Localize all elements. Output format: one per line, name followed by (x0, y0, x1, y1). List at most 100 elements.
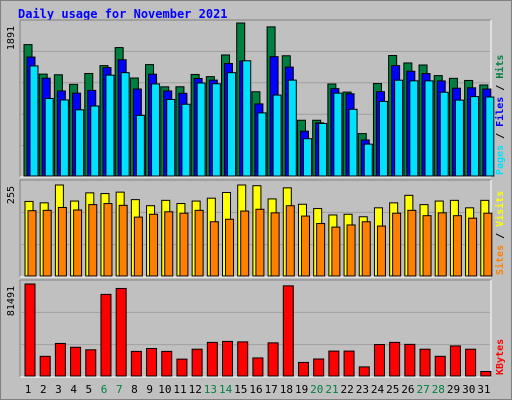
bar-pages (348, 108, 358, 177)
bar-kbytes (54, 342, 66, 377)
label-separator: / (495, 127, 506, 145)
bar-kbytes (85, 349, 97, 377)
bar-pages (409, 80, 419, 177)
bar-sites (27, 210, 37, 277)
bar-pages (287, 79, 297, 177)
bar-kbytes (70, 346, 82, 377)
bar-kbytes (39, 355, 51, 377)
y-axis-label: KBytes (495, 339, 506, 375)
bar-pages (166, 98, 176, 177)
bar-pages (424, 80, 434, 177)
bar-pages (363, 143, 373, 177)
bar-sites (407, 209, 417, 277)
bar-sites (240, 210, 250, 277)
bar-sites (270, 212, 280, 277)
bar-pages (318, 122, 328, 177)
x-tick-label: 21 (325, 383, 338, 396)
x-tick-label: 28 (432, 383, 445, 396)
bar-kbytes (328, 350, 340, 377)
bar-kbytes (297, 361, 309, 377)
x-tick-label: 11 (173, 383, 186, 396)
bar-kbytes (449, 345, 461, 377)
x-tick-label: 29 (447, 383, 460, 396)
bar-pages (196, 82, 206, 177)
bar-kbytes (191, 348, 203, 377)
bar-kbytes (100, 293, 112, 377)
bar-pages (151, 83, 161, 177)
bar-kbytes (176, 358, 188, 377)
bar-sites (300, 215, 310, 277)
bar-kbytes (130, 350, 142, 377)
bar-pages (29, 65, 39, 177)
label-pages: Pages (495, 145, 506, 175)
x-tick-label: 14 (219, 383, 233, 396)
y-max-label: 255 (6, 186, 17, 204)
y-max-label: 81491 (6, 286, 17, 316)
bar-pages (59, 99, 69, 177)
bar-sites (361, 221, 371, 277)
bar-pages (257, 112, 267, 177)
x-tick-label: 5 (86, 383, 93, 396)
bar-kbytes (373, 344, 385, 377)
bar-kbytes (313, 358, 325, 377)
bar-sites (331, 226, 341, 277)
x-tick-label: 1 (25, 383, 32, 396)
x-tick-label: 31 (477, 383, 490, 396)
bar-kbytes (282, 285, 294, 377)
label-kbytes: KBytes (495, 339, 506, 375)
y-axis-label: Sites / Visits (494, 191, 506, 275)
bar-sites (483, 212, 493, 277)
x-tick-label: 13 (204, 383, 217, 396)
bar-pages (227, 72, 237, 177)
bar-kbytes (252, 357, 264, 377)
bar-pages (333, 92, 343, 177)
x-tick-label: 20 (310, 383, 323, 396)
x-tick-label: 25 (386, 383, 399, 396)
bar-pages (211, 83, 221, 177)
bar-sites (392, 212, 402, 277)
bar-pages (302, 138, 312, 177)
bar-kbytes (161, 350, 173, 377)
bar-sites (118, 204, 128, 277)
bar-sites (179, 212, 189, 277)
bar-sites (194, 209, 204, 277)
x-tick-label: 8 (131, 383, 138, 396)
x-tick-label: 4 (70, 383, 77, 396)
bar-kbytes (465, 348, 477, 377)
label-separator: / (495, 227, 506, 245)
label-sites: Sites (494, 245, 506, 275)
x-tick-label: 2 (40, 383, 47, 396)
bar-kbytes (480, 370, 492, 377)
bar-sites (73, 209, 83, 277)
x-tick-label: 15 (234, 383, 247, 396)
bar-kbytes (419, 348, 431, 377)
bar-sites (133, 216, 143, 277)
bar-sites (88, 204, 98, 277)
x-tick-label: 24 (371, 383, 385, 396)
bar-sites (42, 209, 52, 277)
bar-pages (75, 109, 85, 177)
x-tick-label: 12 (189, 383, 202, 396)
bar-pages (378, 100, 388, 177)
y-axis-label: Pages / Files / Hits (494, 55, 506, 175)
bar-pages (272, 94, 282, 177)
bar-sites (468, 217, 478, 277)
bar-kbytes (343, 350, 355, 377)
x-tick-label: 26 (401, 383, 414, 396)
bar-sites (225, 218, 235, 277)
chart-title: Daily usage for November 2021 (18, 7, 228, 21)
x-tick-label: 16 (249, 383, 262, 396)
bar-kbytes (404, 343, 416, 377)
x-tick-label: 10 (158, 383, 171, 396)
bar-pages (242, 60, 252, 177)
bar-kbytes (115, 287, 127, 377)
bar-pages (454, 99, 464, 177)
label-separator: / (495, 79, 506, 97)
x-tick-label: 6 (101, 383, 108, 396)
x-tick-label: 17 (265, 383, 278, 396)
bar-pages (44, 97, 54, 177)
bar-kbytes (434, 355, 446, 377)
bar-sites (255, 208, 265, 277)
bar-sites (103, 203, 113, 277)
x-tick-label: 30 (462, 383, 475, 396)
